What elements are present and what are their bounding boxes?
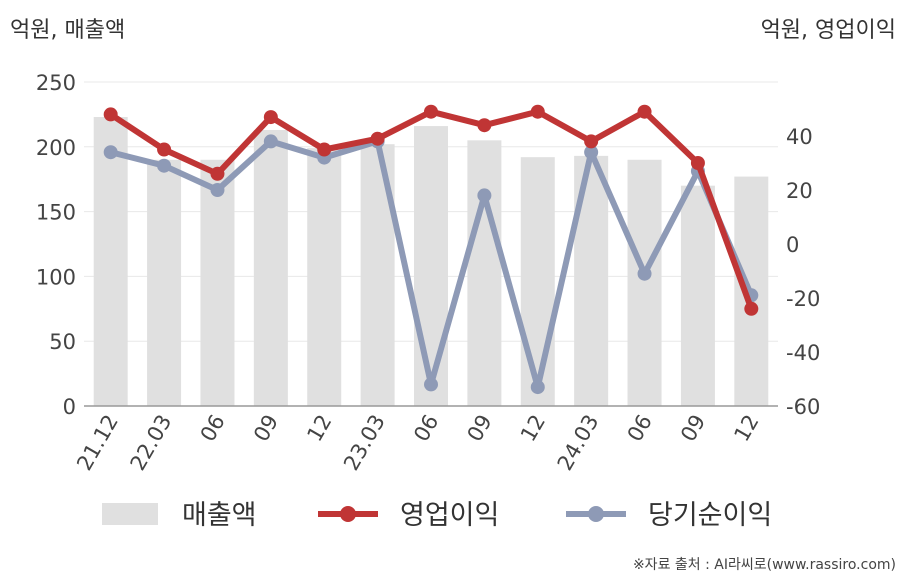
- sales-bar: [414, 126, 448, 407]
- net-income-point: [424, 377, 438, 392]
- x-tick-label: 22.03: [126, 411, 177, 475]
- legend-marker-operating-profit: [340, 506, 356, 522]
- sales-bar: [680, 185, 715, 406]
- x-tick-label: 06: [196, 411, 230, 446]
- operating-profit-point: [584, 134, 599, 149]
- left-tick-label: 250: [36, 71, 76, 95]
- net-income-point: [103, 145, 118, 160]
- operating-profit-point: [744, 301, 759, 316]
- x-tick-label: 09: [249, 411, 283, 446]
- operating-profit-point: [157, 142, 172, 157]
- net-income-point: [157, 158, 172, 173]
- source-note: ※자료 출처 : AI라씨로(www.rassiro.com): [632, 557, 896, 573]
- x-tick-label: 12: [729, 411, 763, 446]
- operating-profit-point: [477, 118, 492, 133]
- x-tick-label: 24.03: [553, 411, 604, 475]
- right-tick-label: -40: [786, 341, 820, 365]
- operating-profit-point: [637, 104, 652, 119]
- operating-profit-point: [103, 107, 118, 122]
- legend-label-net-income: 당기순이익: [648, 500, 772, 531]
- right-axis-unit: 억원, 영업이익: [760, 18, 896, 43]
- net-income-point: [637, 266, 652, 281]
- x-tick-label: 09: [463, 411, 497, 446]
- left-tick-label: 0: [63, 395, 76, 419]
- x-tick-label: 21.12: [72, 411, 123, 475]
- sales-bar: [147, 159, 182, 406]
- x-tick-label: 09: [676, 411, 710, 446]
- right-tick-label: -20: [786, 287, 820, 311]
- net-income-point: [210, 183, 225, 197]
- net-income-point: [530, 380, 545, 395]
- sales-bar: [200, 159, 235, 406]
- operating-profit-point: [424, 104, 438, 119]
- sales-bar: [307, 148, 342, 406]
- operating-profit-point: [690, 156, 705, 170]
- legend-swatch-sales: [102, 503, 158, 525]
- operating-profit-point: [317, 142, 332, 157]
- left-tick-label: 200: [36, 136, 76, 160]
- operating-profit-point: [263, 110, 278, 125]
- right-tick-label: 0: [786, 233, 799, 257]
- sales-bar: [467, 140, 502, 406]
- sales-bar: [253, 129, 288, 406]
- sales-bar: [627, 159, 662, 406]
- left-axis-unit: 억원, 매출액: [10, 18, 126, 43]
- operating-profit-point: [530, 104, 545, 119]
- sales-bar: [93, 116, 128, 406]
- x-tick-label: 06: [623, 411, 657, 446]
- legend-label-sales: 매출액: [182, 500, 257, 531]
- right-tick-label: 20: [786, 179, 813, 203]
- left-tick-label: 150: [36, 201, 76, 225]
- net-income-point: [477, 188, 492, 203]
- x-tick-label: 12: [302, 411, 336, 446]
- net-income-point: [263, 134, 278, 149]
- right-tick-label: -60: [786, 395, 820, 419]
- left-tick-label: 100: [36, 265, 76, 289]
- legend-marker-net-income: [588, 506, 604, 522]
- x-tick-label: 12: [516, 411, 550, 446]
- x-tick-label: 06: [409, 411, 443, 446]
- x-tick-label: 23.03: [339, 411, 390, 475]
- left-tick-label: 50: [49, 330, 76, 354]
- sales-bar: [520, 157, 555, 406]
- operating-profit-point: [210, 166, 225, 181]
- net-income-point: [584, 145, 599, 160]
- operating-profit-point: [370, 131, 385, 146]
- right-tick-label: 40: [786, 125, 813, 149]
- legend-label-operating-profit: 영업이익: [400, 500, 499, 531]
